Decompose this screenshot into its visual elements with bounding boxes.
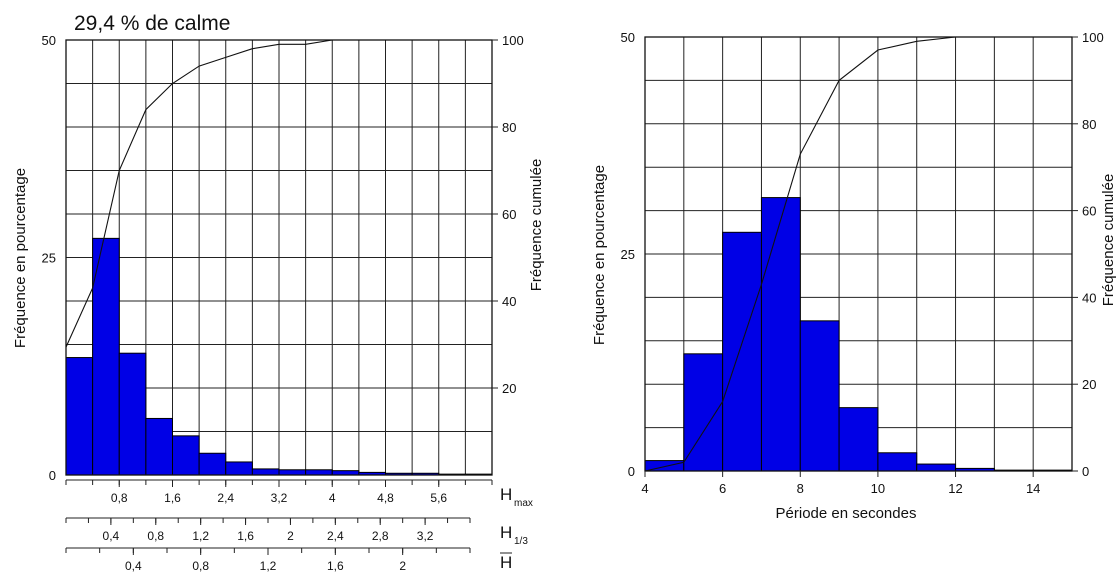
histogram-bar [92,237,120,476]
x-tick-label: 14 [1026,481,1040,496]
y-tick-label: 25 [621,247,635,262]
histogram-bar [278,469,307,476]
histogram-bar [877,452,918,472]
x-tick-label: 0,8 [111,491,128,505]
histogram-bar [145,417,173,476]
right-xlabel: Période en secondes [776,505,917,522]
histogram-bar [172,435,200,476]
right-y2label: Fréquence cumulée [1100,174,1117,307]
x-tick-label: 1,2 [260,559,277,573]
x-tick-label: 2,4 [217,491,234,505]
x-tick-label: 8 [797,481,804,496]
y-tick-label: 0 [49,468,56,483]
histogram-bar [916,463,957,472]
x-axis-label-sub: max [514,498,533,509]
x-tick-label: 1,6 [237,529,254,543]
histogram-bar [722,231,762,472]
y2-tick-label: 80 [1082,117,1096,132]
x-tick-label: 1,2 [192,529,209,543]
y2-tick-label: 100 [502,33,524,48]
y2-tick-label: 0 [1082,464,1089,479]
y-tick-label: 50 [42,33,56,48]
x-tick-label: 4,8 [377,491,394,505]
x-tick-label: 1,6 [327,559,344,573]
y-tick-label: 50 [621,30,635,45]
left-y2label: Fréquence cumulée [528,159,545,292]
histogram-bar [251,468,280,476]
x-axis-label: H [500,523,512,542]
histogram-bar [331,470,360,476]
histogram-bar [65,357,94,476]
y2-tick-label: 40 [1082,290,1096,305]
x-tick-label: 4 [329,491,336,505]
x-tick-label: 2,4 [327,529,344,543]
x-tick-label: 1,6 [164,491,181,505]
y-tick-label: 25 [42,251,56,266]
x-tick-label: 0,8 [147,529,164,543]
histogram-bar [760,197,801,472]
y2-tick-label: 60 [502,207,516,222]
chart-title: 29,4 % de calme [74,12,230,35]
plot-frame [644,36,1073,472]
x-axis-label: H [500,553,512,572]
x-tick-label: 2,8 [372,529,389,543]
right-chart: 0 25 50 0 20 40 60 80 100 4 6 8 10 12 14 [621,30,1104,496]
histogram-bar [799,320,840,472]
y2-tick-label: 100 [1082,30,1104,45]
x-tick-label: 2 [399,559,406,573]
x-tick-label: 2 [287,529,294,543]
histogram-bar [305,469,333,476]
y-tick-label: 0 [628,464,635,479]
x-axis-label: H [500,485,512,504]
y2-tick-label: 40 [502,294,516,309]
x-tick-label: 4 [641,481,648,496]
histogram-bar [118,352,147,476]
y2-tick-label: 20 [502,381,516,396]
y2-tick-label: 80 [502,120,516,135]
x-tick-label: 3,2 [417,529,434,543]
x-tick-label: 10 [871,481,885,496]
plot-frame [65,39,493,476]
histogram-bar [838,407,879,472]
y2-tick-label: 60 [1082,204,1096,219]
x-tick-label: 3,2 [271,491,288,505]
histogram-bar [198,452,227,476]
right-ylabel: Fréquence en pourcentage [591,165,608,345]
x-tick-label: 0,4 [103,529,120,543]
left-ylabel: Fréquence en pourcentage [12,168,29,348]
x-tick-label: 12 [948,481,962,496]
x-tick-label: 5,6 [430,491,447,505]
x-tick-label: 0,4 [125,559,142,573]
x-axis-label-sub: 1/3 [514,536,528,547]
histogram-bar [225,461,253,476]
y2-tick-label: 20 [1082,377,1096,392]
x-tick-label: 0,8 [192,559,209,573]
x-tick-label: 6 [719,481,726,496]
